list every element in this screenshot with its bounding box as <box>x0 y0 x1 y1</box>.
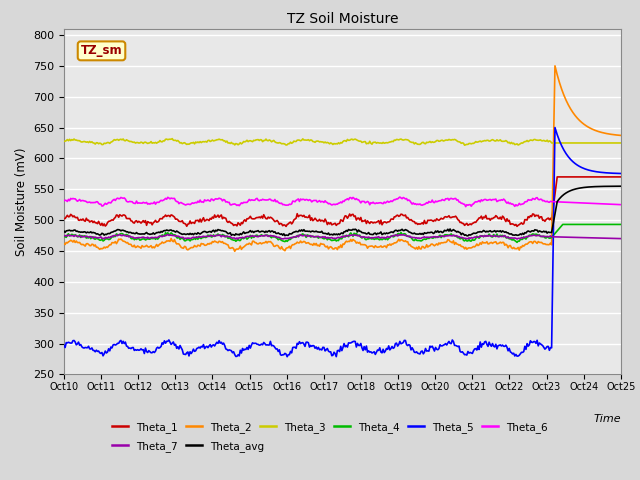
Theta_4 <box>513 240 521 245</box>
Theta_7 <box>617 236 625 241</box>
Theta_5 <box>60 342 68 348</box>
Theta_3 <box>606 140 614 146</box>
Theta_7 <box>232 236 239 242</box>
Theta_3 <box>326 141 333 147</box>
Theta_6 <box>324 201 332 207</box>
Theta_2 <box>606 131 614 137</box>
Theta_1 <box>617 174 625 180</box>
Theta_3 <box>362 141 370 146</box>
Theta_3 <box>519 140 527 146</box>
Theta_6 <box>328 202 335 208</box>
Text: Time: Time <box>593 414 621 424</box>
Theta_4 <box>392 232 399 238</box>
Theta_avg <box>605 183 612 189</box>
Theta_4 <box>60 234 68 240</box>
Theta_5 <box>362 343 370 349</box>
Theta_4 <box>324 236 332 241</box>
Theta_6 <box>392 197 399 203</box>
Theta_avg <box>617 183 625 189</box>
Theta_5 <box>551 125 559 131</box>
Theta_4 <box>362 237 369 242</box>
Theta_5 <box>518 349 525 355</box>
Theta_2 <box>326 244 333 250</box>
Theta_3 <box>461 142 468 148</box>
Theta_avg <box>324 230 332 236</box>
Theta_6 <box>462 204 470 209</box>
Theta_4 <box>518 237 525 242</box>
Title: TZ Soil Moisture: TZ Soil Moisture <box>287 12 398 26</box>
Theta_1 <box>393 213 401 218</box>
Theta_2 <box>362 243 370 249</box>
Theta_3 <box>168 136 176 142</box>
Legend: Theta_7, Theta_avg: Theta_7, Theta_avg <box>108 437 269 456</box>
Line: Theta_2: Theta_2 <box>64 66 621 252</box>
Theta_4 <box>617 222 625 228</box>
Theta_3 <box>393 137 401 143</box>
Theta_2 <box>518 245 525 251</box>
Line: Theta_6: Theta_6 <box>64 197 621 206</box>
Theta_5 <box>326 349 333 355</box>
Theta_1 <box>518 220 525 226</box>
Y-axis label: Soil Moisture (mV): Soil Moisture (mV) <box>15 147 28 256</box>
Theta_avg <box>464 233 472 239</box>
Theta_1 <box>362 221 370 227</box>
Theta_1 <box>282 224 290 229</box>
Theta_avg <box>328 231 335 237</box>
Theta_2 <box>393 240 401 245</box>
Theta_7 <box>327 235 335 241</box>
Theta_7 <box>364 235 371 240</box>
Theta_2 <box>60 240 68 246</box>
Theta_3 <box>329 142 337 147</box>
Theta_5 <box>617 170 625 176</box>
Theta_1 <box>326 221 333 227</box>
Theta_1 <box>329 221 337 227</box>
Text: TZ_sm: TZ_sm <box>81 44 122 57</box>
Line: Theta_5: Theta_5 <box>64 128 621 357</box>
Theta_6 <box>362 200 369 205</box>
Line: Theta_7: Theta_7 <box>64 234 621 239</box>
Theta_3 <box>617 140 625 146</box>
Theta_6 <box>396 194 404 200</box>
Theta_1 <box>554 174 561 180</box>
Theta_1 <box>606 174 614 180</box>
Theta_2 <box>551 63 559 69</box>
Line: Theta_3: Theta_3 <box>64 139 621 145</box>
Theta_7 <box>519 235 527 241</box>
Theta_5 <box>284 354 291 360</box>
Theta_5 <box>393 340 401 346</box>
Theta_6 <box>60 198 68 204</box>
Theta_2 <box>231 249 239 254</box>
Theta_4 <box>559 222 566 228</box>
Theta_7 <box>330 235 338 241</box>
Theta_4 <box>606 222 614 228</box>
Theta_6 <box>617 202 625 207</box>
Theta_7 <box>164 231 172 237</box>
Theta_6 <box>519 201 527 207</box>
Theta_avg <box>60 228 68 234</box>
Line: Theta_1: Theta_1 <box>64 177 621 227</box>
Theta_4 <box>328 238 335 243</box>
Theta_2 <box>617 132 625 138</box>
Theta_avg <box>362 230 369 236</box>
Theta_6 <box>606 201 614 207</box>
Theta_2 <box>329 246 337 252</box>
Theta_5 <box>329 352 337 358</box>
Theta_7 <box>606 235 614 241</box>
Theta_5 <box>606 170 614 176</box>
Theta_3 <box>60 138 68 144</box>
Line: Theta_4: Theta_4 <box>64 225 621 242</box>
Theta_avg <box>392 228 399 233</box>
Line: Theta_avg: Theta_avg <box>64 186 621 236</box>
Theta_avg <box>518 232 525 238</box>
Theta_7 <box>60 233 68 239</box>
Theta_1 <box>60 216 68 221</box>
Theta_7 <box>394 233 401 239</box>
